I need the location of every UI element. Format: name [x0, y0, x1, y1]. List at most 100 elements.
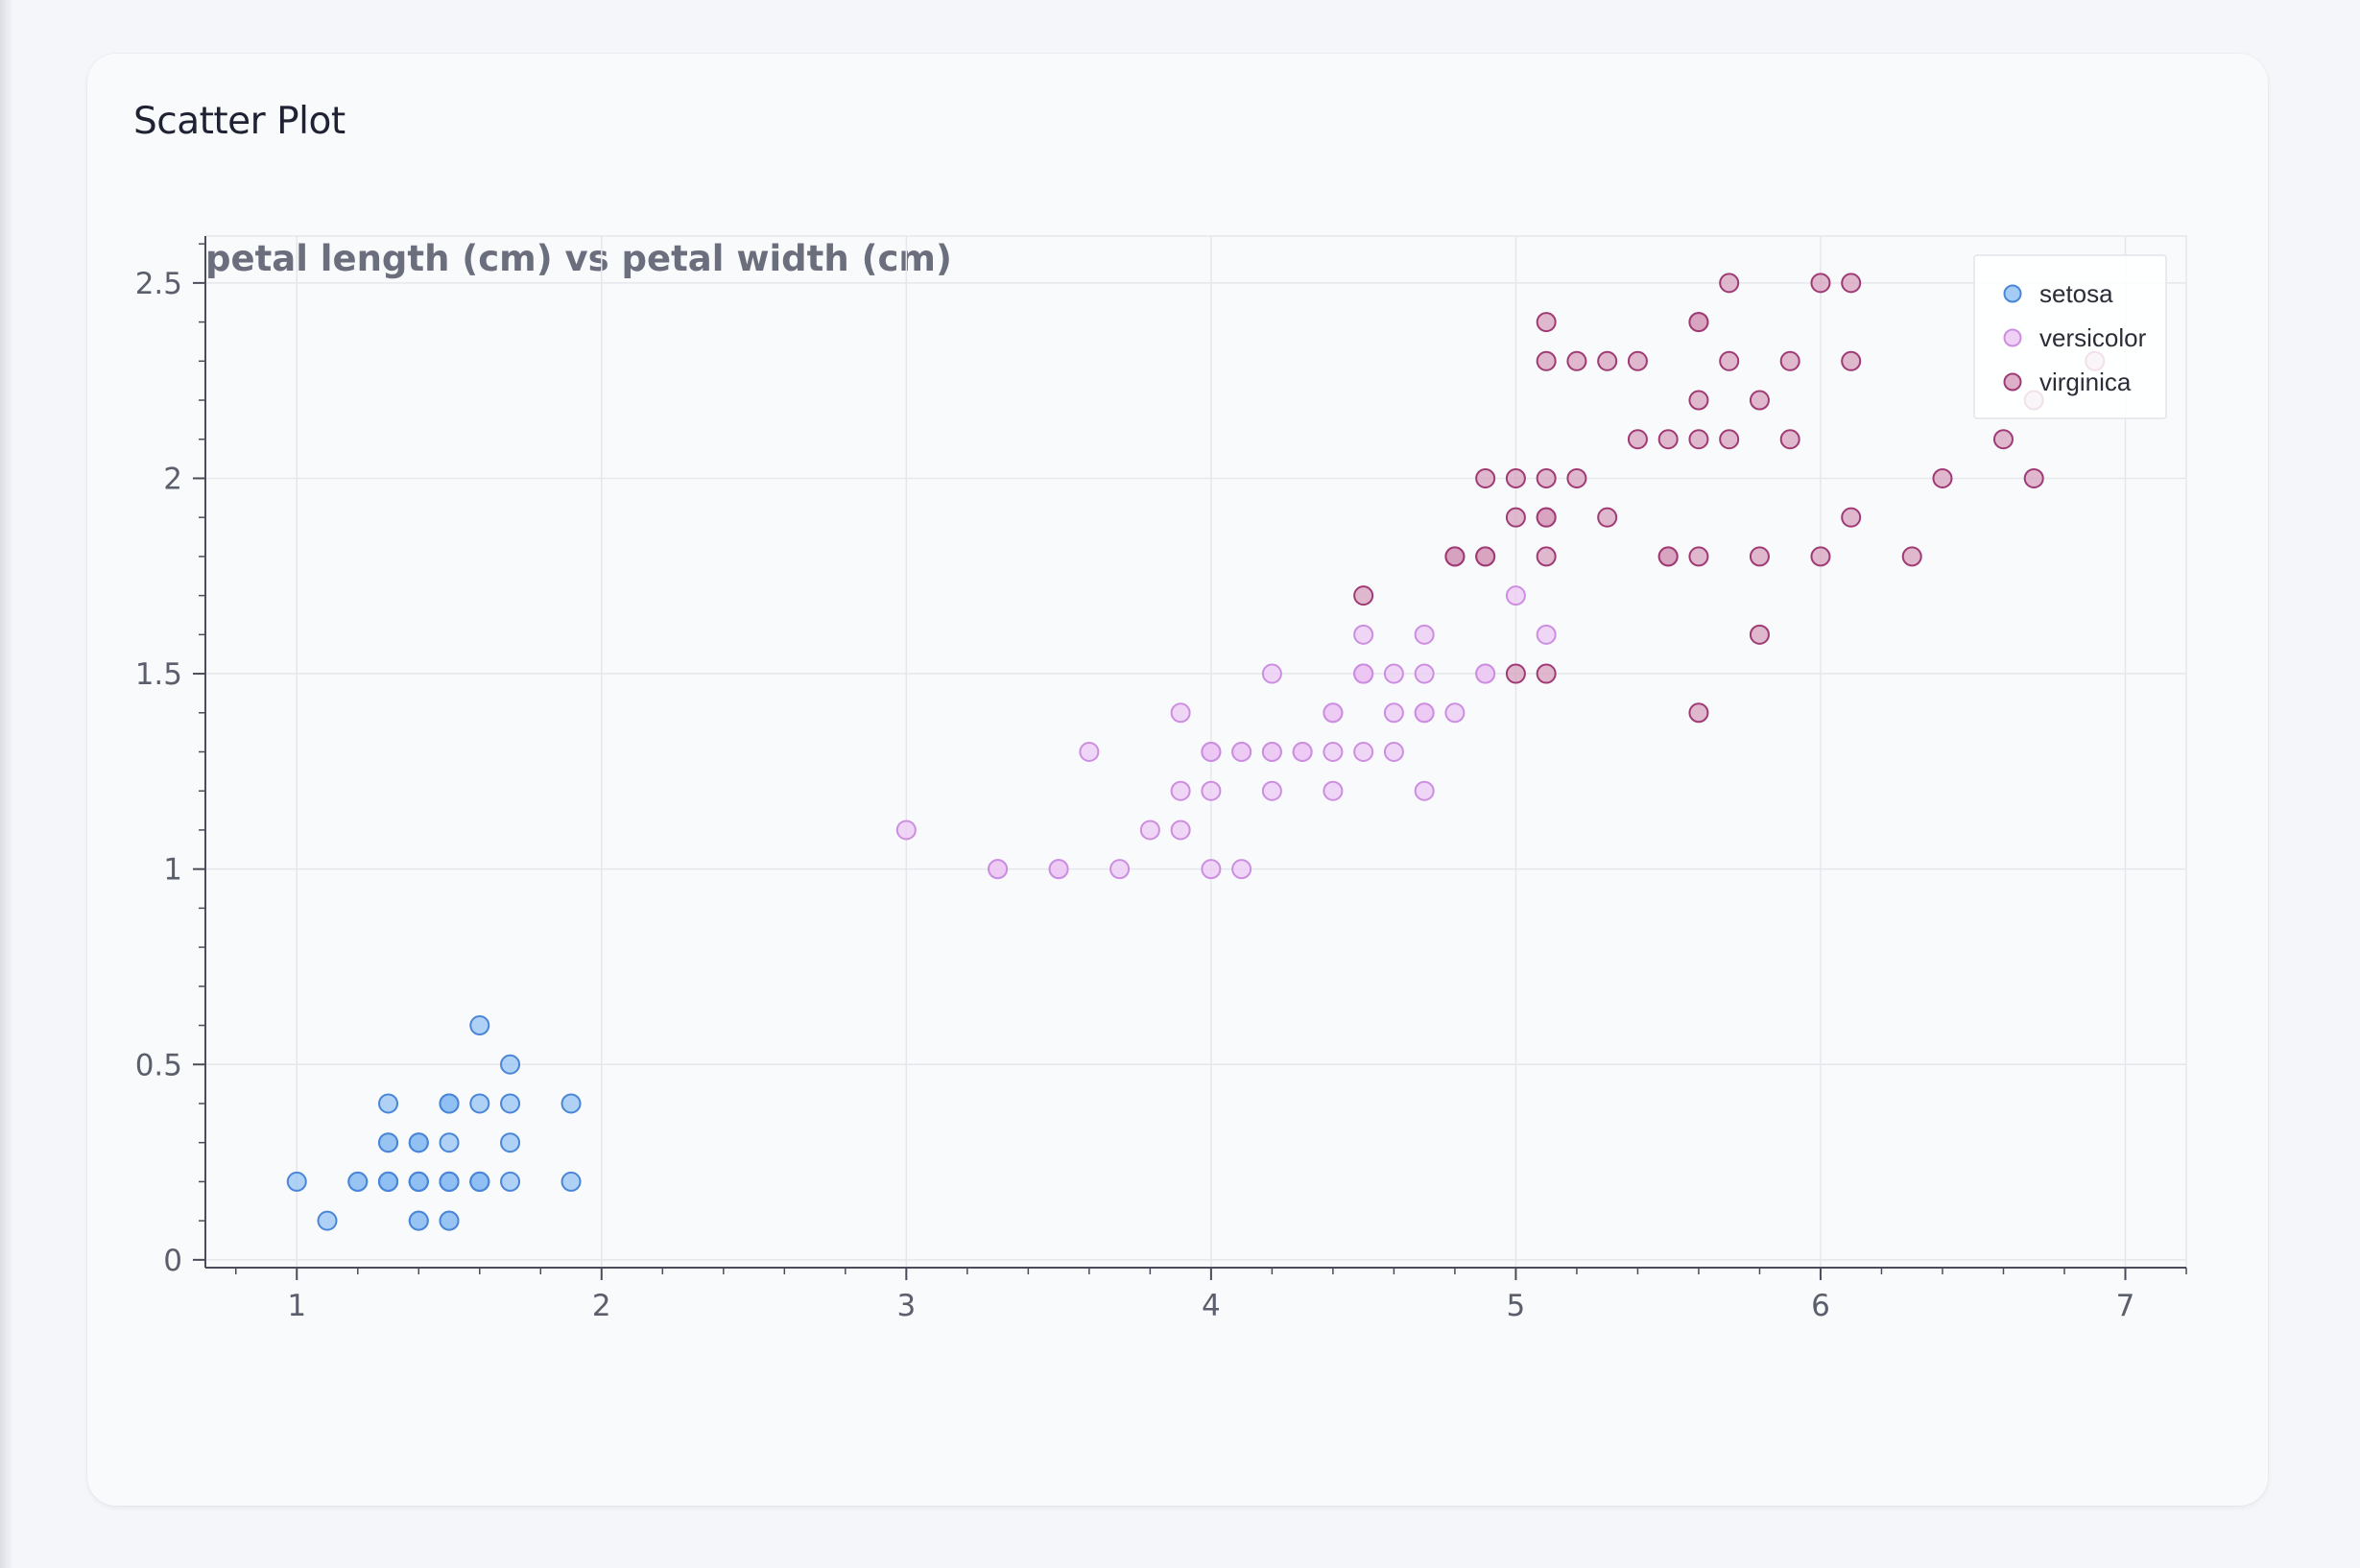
setosa-point: [378, 1171, 399, 1192]
versicolor-point: [1505, 585, 1526, 606]
setosa-point: [408, 1132, 429, 1153]
axes: 1 2 3 4 5 6 7 0 0.5 1 1.5 2 2.5: [135, 236, 2187, 1323]
setosa-point: [439, 1132, 460, 1153]
virginica-point: [1657, 429, 1679, 450]
versicolor-point: [1170, 820, 1191, 841]
versicolor-point: [1353, 624, 1374, 645]
virginica-point: [1353, 585, 1374, 606]
versicolor-point: [1414, 663, 1435, 684]
setosa-point: [378, 1132, 399, 1153]
setosa-point: [286, 1171, 307, 1192]
virginica-point: [1597, 350, 1618, 371]
virginica-point: [1688, 702, 1709, 724]
virginica-point: [1505, 467, 1526, 488]
versicolor-point: [1261, 742, 1282, 762]
versicolor-point: [1383, 663, 1404, 684]
virginica-point: [1688, 390, 1709, 411]
versicolor-point: [1536, 624, 1557, 645]
virginica-point: [1536, 546, 1557, 567]
virginica-point: [1749, 624, 1770, 645]
versicolor-point: [1323, 742, 1344, 762]
x-tick-label: 5: [1507, 1289, 1526, 1323]
virginica-point: [1932, 467, 1953, 488]
virginica-point: [1536, 507, 1557, 528]
x-tick-label: 3: [896, 1289, 916, 1323]
x-tick-label: 7: [2116, 1289, 2135, 1323]
setosa-point: [439, 1210, 460, 1231]
grid-lines: [204, 235, 2187, 1269]
setosa-point: [469, 1093, 490, 1114]
virginica-point: [1810, 273, 1831, 294]
versicolor-point: [895, 820, 917, 841]
virginica-point: [1749, 390, 1770, 411]
virginica-point: [1901, 546, 1922, 567]
setosa-point: [408, 1171, 429, 1192]
y-tick-label: 1: [163, 853, 182, 888]
virginica-point: [1505, 507, 1526, 528]
virginica-point: [1505, 663, 1526, 684]
virginica-point: [1536, 350, 1557, 371]
virginica-point: [1475, 546, 1496, 567]
setosa-point: [439, 1093, 460, 1114]
versicolor-point: [1201, 780, 1222, 801]
setosa-point: [378, 1093, 399, 1114]
setosa-point: [560, 1093, 582, 1114]
virginica-point: [2023, 467, 2044, 488]
y-tick-label: 2: [163, 462, 182, 496]
versicolor-point: [988, 859, 1009, 880]
virginica-point: [1841, 350, 1862, 371]
legend-box: [1973, 254, 2167, 419]
virginica-point: [1657, 546, 1679, 567]
data-points: [286, 273, 2106, 1231]
chart-title: petal length (cm) vs petal width (cm): [205, 238, 952, 279]
versicolor-point: [1444, 702, 1466, 724]
versicolor-point: [1414, 624, 1435, 645]
setosa-point: [347, 1171, 369, 1192]
versicolor-point: [1079, 742, 1100, 762]
versicolor-point: [1292, 742, 1313, 762]
legend-marker-virginica: [2003, 372, 2022, 392]
virginica-point: [1475, 467, 1496, 488]
versicolor-point: [1231, 859, 1252, 880]
versicolor-point: [1353, 742, 1374, 762]
virginica-point: [1444, 546, 1466, 567]
setosa-point: [439, 1171, 460, 1192]
virginica-point: [1627, 429, 1648, 450]
scatter-chart: petal length (cm) vs petal width (cm) 1 2…: [135, 235, 2187, 1323]
setosa-point: [500, 1132, 521, 1153]
virginica-point: [1992, 429, 2014, 450]
setosa-point: [317, 1210, 338, 1231]
versicolor-point: [1139, 820, 1160, 841]
versicolor-point: [1201, 742, 1222, 762]
window-edge-shadow: [0, 0, 13, 1568]
versicolor-point: [1323, 780, 1344, 801]
versicolor-point: [1475, 663, 1496, 684]
setosa-point: [500, 1093, 521, 1114]
versicolor-point: [1323, 702, 1344, 724]
virginica-point: [1688, 546, 1709, 567]
y-tick-label: 0: [163, 1244, 182, 1278]
y-tick-label: 0.5: [135, 1048, 182, 1082]
versicolor-point: [1383, 702, 1404, 724]
y-tick-label: 2.5: [135, 267, 182, 301]
virginica-point: [1841, 507, 1862, 528]
setosa-point: [500, 1054, 521, 1075]
versicolor-point: [1231, 742, 1252, 762]
y-tick-label: 1.5: [135, 657, 182, 692]
virginica-point: [1536, 312, 1557, 333]
versicolor-point: [1048, 859, 1069, 880]
setosa-point: [469, 1171, 490, 1192]
setosa-point: [560, 1171, 582, 1192]
versicolor-point: [1201, 859, 1222, 880]
virginica-point: [1779, 429, 1800, 450]
versicolor-point: [1414, 780, 1435, 801]
plot-frame: [204, 235, 2187, 1269]
versicolor-point: [1353, 663, 1374, 684]
versicolor-point: [1261, 780, 1282, 801]
legend-marker-setosa: [2003, 284, 2022, 303]
virginica-point: [1719, 273, 1740, 294]
virginica-point: [1566, 467, 1587, 488]
setosa-point: [500, 1171, 521, 1192]
versicolor-point: [1170, 702, 1191, 724]
virginica-point: [1749, 546, 1770, 567]
